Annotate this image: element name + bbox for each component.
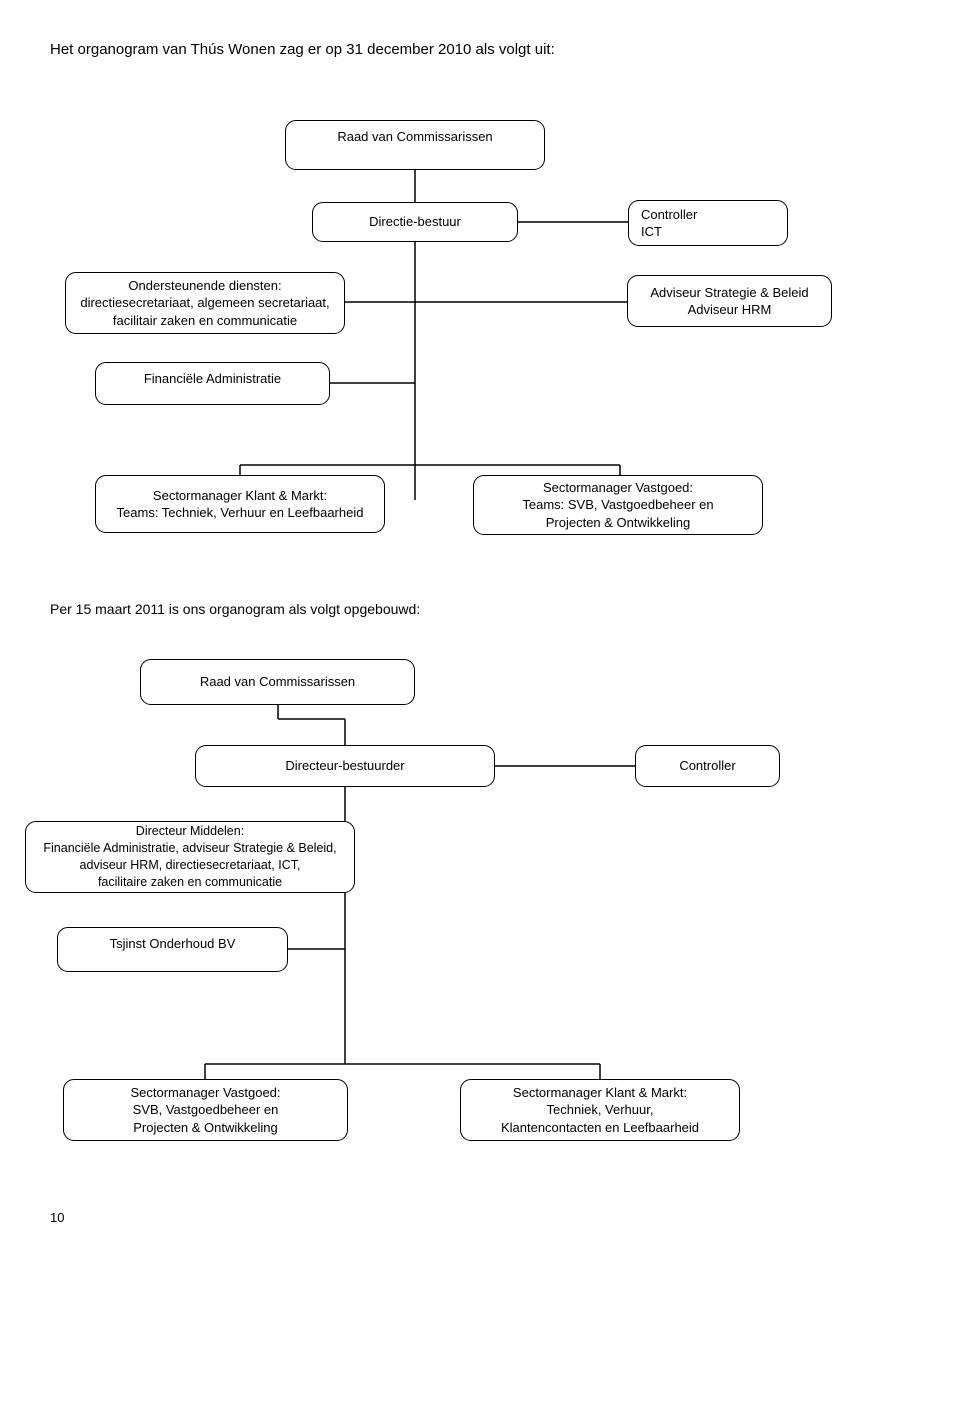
node-text: Teams: SVB, Vastgoedbeheer en [484,496,752,514]
node-text: SVB, Vastgoedbeheer en [74,1101,337,1119]
node-text: facilitaire zaken en communicatie [36,874,344,891]
node-vg-2010: Sectormanager Vastgoed: Teams: SVB, Vast… [473,475,763,535]
node-tsjinst-2011: Tsjinst Onderhoud BV [57,927,288,972]
node-directeur-2011: Directeur-bestuurder [195,745,495,787]
node-text: Sectormanager Klant & Markt: [471,1084,729,1102]
node-text: Klantencontacten en Leefbaarheid [471,1119,729,1137]
node-text: Adviseur Strategie & Beleid [638,284,821,302]
node-text: Controller [646,757,769,775]
node-text: Financiële Administratie, adviseur Strat… [36,840,344,857]
node-text: Raad van Commissarissen [296,128,534,146]
node-text: Adviseur HRM [638,301,821,319]
node-text: Directie-bestuur [323,213,507,231]
node-text: Tsjinst Onderhoud BV [68,935,277,953]
node-text: Ondersteunende diensten: [76,277,334,295]
node-text: Sectormanager Vastgoed: [484,479,752,497]
node-text: Raad van Commissarissen [151,673,404,691]
node-text: facilitair zaken en communicatie [76,312,334,330]
node-controller-2011: Controller [635,745,780,787]
node-text: Projecten & Ontwikkeling [74,1119,337,1137]
node-directie-2010: Directie-bestuur [312,202,518,242]
node-text: Directeur Middelen: [36,823,344,840]
node-text: Techniek, Verhuur, [471,1101,729,1119]
title-2010: Het organogram van Thús Wonen zag er op … [50,40,910,60]
node-text: directiesecretariaat, algemeen secretari… [76,294,334,312]
node-adviseur-2010: Adviseur Strategie & Beleid Adviseur HRM [627,275,832,327]
org-chart-2010: Raad van Commissarissen Directie-bestuur… [65,120,895,550]
node-raad-2011: Raad van Commissarissen [140,659,415,705]
node-raad-2010: Raad van Commissarissen [285,120,545,170]
node-diensten-2010: Ondersteunende diensten: directiesecreta… [65,272,345,334]
node-text: Sectormanager Klant & Markt: [106,487,374,505]
page-number: 10 [50,1209,910,1227]
node-text: ICT [641,223,777,241]
node-text: Financiële Administratie [106,370,319,388]
node-km-2011: Sectormanager Klant & Markt: Techniek, V… [460,1079,740,1141]
node-finadmin-2010: Financiële Administratie [95,362,330,405]
node-controller-2010: Controller ICT [628,200,788,246]
node-vg-2011: Sectormanager Vastgoed: SVB, Vastgoedbeh… [63,1079,348,1141]
title-2011: Per 15 maart 2011 is ons organogram als … [50,600,910,619]
node-text: Directeur-bestuurder [206,757,484,775]
node-text: Teams: Techniek, Verhuur en Leefbaarheid [106,504,374,522]
node-text: Controller [641,206,777,224]
node-text: Sectormanager Vastgoed: [74,1084,337,1102]
node-text: adviseur HRM, directiesecretariaat, ICT, [36,857,344,874]
node-text: Projecten & Ontwikkeling [484,514,752,532]
node-km-2010: Sectormanager Klant & Markt: Teams: Tech… [95,475,385,533]
node-middelen-2011: Directeur Middelen: Financiële Administr… [25,821,355,893]
org-chart-2011: Raad van Commissarissen Directeur-bestuu… [65,659,895,1149]
